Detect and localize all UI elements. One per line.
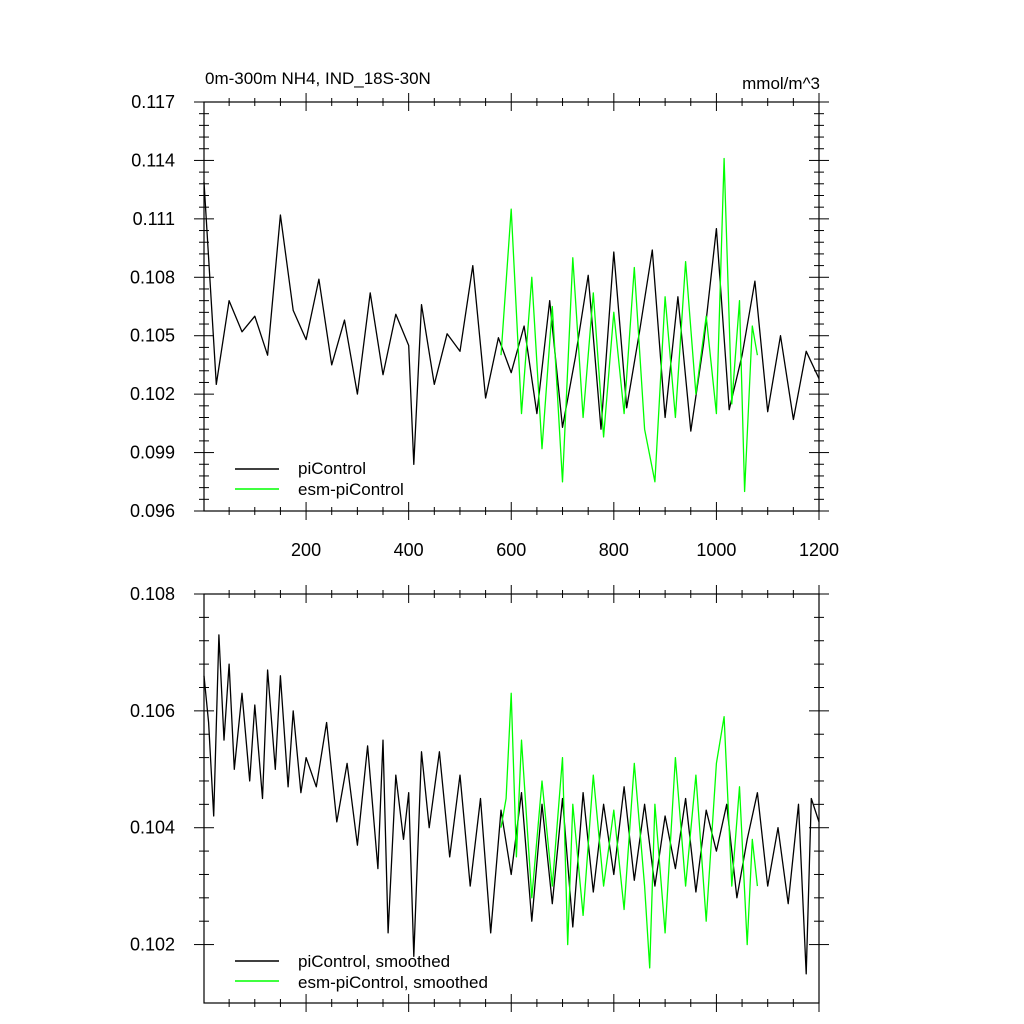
top-series-line-0 [203,181,820,465]
legend-label-esm-picontrol: esm-piControl [298,480,404,499]
bottom-y-tick-label: 0.106 [130,701,175,721]
bottom-legend: piControl, smoothed esm-piControl, smoot… [235,952,488,992]
top-x-tick-label: 1000 [696,540,736,560]
bottom-y-tick-label: 0.104 [130,818,175,838]
chart-title: 0m-300m NH4, IND_18S-30N [205,69,431,88]
top-legend: piControl esm-piControl [235,459,404,499]
top-y-tick-label: 0.117 [131,92,175,112]
top-y-tick-label: 0.099 [130,443,175,463]
panel-top: 0m-300m NH4, IND_18S-30N mmol/m^3 200 400… [130,69,839,560]
bottom-plot-frame [203,593,820,1004]
bottom-axes-group: 0.102 0.104 0.106 0.108 [130,584,829,1012]
top-y-tick-label: 0.114 [131,150,175,170]
bottom-series-line-1 [500,692,759,969]
bottom-y-tick-label: 0.102 [130,935,175,955]
bottom-series-line-0 [203,634,820,975]
top-y-tick-label: 0.111 [133,209,175,229]
top-x-tick-label: 400 [394,540,424,560]
legend-label-picontrol: piControl [298,459,366,478]
units-label: mmol/m^3 [742,74,820,93]
bottom-y-tick-label: 0.108 [130,584,175,604]
top-series-line-1 [500,157,759,493]
legend-label-picontrol-smoothed: piControl, smoothed [298,952,450,971]
bottom-series-group [203,634,820,975]
top-series-group [203,157,820,493]
top-y-tick-label: 0.105 [130,326,175,346]
panel-bottom: 0.102 0.104 0.106 0.108 piControl, smoothed… [130,584,829,1012]
top-x-tick-label: 800 [599,540,629,560]
top-y-tick-label: 0.102 [130,384,175,404]
legend-label-esm-picontrol-smoothed: esm-piControl, smoothed [298,973,488,992]
top-plot-frame [203,101,820,512]
top-x-tick-label: 200 [291,540,321,560]
top-x-tick-label: 600 [496,540,526,560]
top-y-tick-label: 0.108 [130,267,175,287]
top-y-tick-label: 0.096 [130,501,175,521]
top-x-tick-label: 1200 [799,540,839,560]
top-axes-group: 200 400 600 800 1000 1200 0.096 0.099 0.102 0.105… [130,92,839,560]
